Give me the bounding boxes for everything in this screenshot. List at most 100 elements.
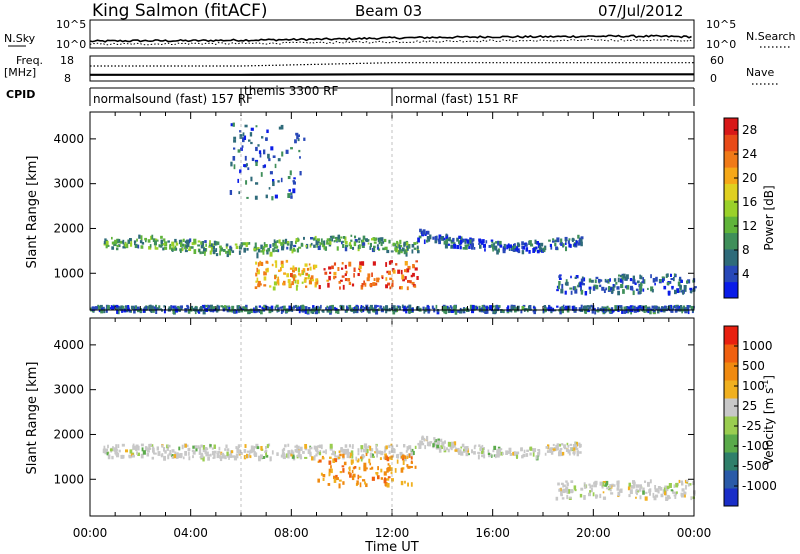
velocity-cell [243, 455, 247, 460]
power-cell [326, 305, 329, 308]
power-cell [482, 243, 486, 248]
power-cell [650, 286, 654, 292]
velocity-cell [195, 448, 198, 452]
power-cell [331, 265, 334, 270]
velocity-cell [675, 491, 678, 494]
velocity-cell [406, 456, 409, 459]
velocity-cell [380, 477, 383, 480]
power-cell [395, 245, 398, 249]
velocity-cell [328, 472, 331, 476]
velocity-cell [567, 489, 571, 494]
velocity-cell [599, 493, 602, 499]
time-axis-ticks: 00:00 04:00 08:00 12:00 16:00 20:00 00:00 [73, 526, 712, 540]
velocity-cell [328, 460, 332, 465]
power-cell [337, 234, 341, 240]
power-cell [542, 249, 545, 252]
power-cell [417, 237, 420, 243]
power-cell [266, 306, 270, 311]
power-cell [249, 309, 252, 313]
velocity-colorbar-label-1: 500 [742, 359, 765, 373]
power-cell [295, 132, 299, 136]
power-cell [397, 269, 401, 274]
velocity-cell [151, 456, 155, 460]
power-cell [171, 241, 175, 246]
power-cell [280, 309, 283, 314]
power-cell [391, 279, 394, 283]
power-cell [125, 309, 129, 313]
power-cell [98, 309, 102, 313]
velocity-cell [479, 446, 483, 452]
velocity-cell [638, 488, 642, 492]
power-cell [558, 281, 561, 286]
velocity-cell [481, 444, 484, 447]
velocity-colorbar-segment-6 [724, 380, 738, 399]
power-cell [423, 239, 426, 245]
velocity-cell [142, 450, 146, 455]
power-cell [283, 242, 287, 245]
velocity-cell [616, 482, 620, 488]
power-cell [138, 234, 141, 239]
velocity-cell [341, 465, 345, 468]
power-cell [205, 243, 207, 247]
power-cell [281, 309, 285, 313]
velocity-cell [332, 458, 336, 462]
velocity-cell [192, 450, 196, 455]
velocity-cell [335, 474, 338, 480]
power-cell [323, 240, 326, 246]
power-cell [660, 309, 663, 313]
power-cell [438, 234, 442, 239]
power-cell [503, 243, 506, 249]
power-cell [104, 238, 107, 242]
power-cell [565, 305, 568, 311]
velocity-cell [374, 451, 377, 454]
power-cell [255, 182, 259, 185]
velocity-cell [157, 451, 161, 456]
power-cell [294, 304, 298, 309]
velocity-cell [407, 465, 411, 469]
power-cell [492, 247, 494, 252]
velocity-colorbar-segment-0 [724, 488, 738, 507]
power-cell [309, 280, 312, 285]
power-cell [578, 237, 582, 241]
power-cell [615, 281, 618, 285]
velocity-cell [350, 462, 353, 465]
velocity-cell [254, 446, 257, 449]
power-cell [111, 236, 113, 240]
velocity-cell [338, 479, 342, 482]
power-cell [413, 242, 417, 245]
power-cell [474, 305, 478, 310]
power-cell [379, 239, 381, 244]
velocity-cell [396, 459, 399, 464]
velocity-cell [508, 450, 512, 454]
velocity-cell [387, 463, 390, 466]
power-cell [560, 288, 564, 294]
power-cell [256, 267, 259, 273]
power-cell [345, 270, 348, 274]
velocity-cell [347, 451, 351, 455]
velocity-cell [413, 450, 415, 456]
velocity-cell [482, 448, 484, 453]
power-cell [599, 284, 602, 288]
power-cell [417, 250, 420, 254]
velocity-cell [248, 452, 251, 458]
velocity-cell [516, 454, 519, 459]
power-cell [580, 304, 583, 310]
velocity-cell [667, 494, 670, 500]
power-colorbar-label-0: 4 [742, 267, 750, 281]
velocity-cell [588, 492, 592, 497]
power-cell [380, 237, 384, 242]
power-cell [556, 237, 560, 243]
power-cell [543, 305, 547, 308]
power-cell [307, 307, 311, 312]
power-cell [496, 249, 499, 255]
power-cell [251, 157, 255, 162]
power-cell [296, 135, 299, 140]
power-cell [276, 279, 280, 284]
power-cell [245, 180, 248, 185]
power-cell [263, 249, 266, 252]
power-cell [683, 288, 687, 292]
velocity-cell [617, 480, 620, 484]
power-cell [323, 247, 326, 250]
velocity-cell [309, 453, 312, 457]
power-cell [109, 307, 112, 310]
